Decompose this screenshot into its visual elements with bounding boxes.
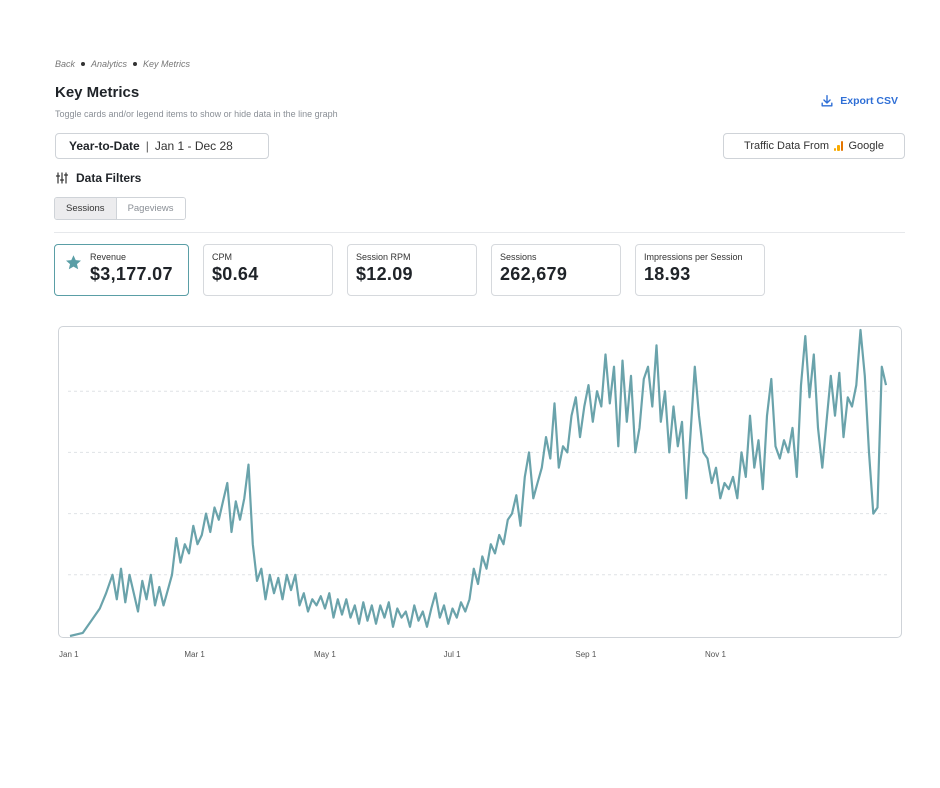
date-range-button[interactable]: Year-to-Date | Jan 1 - Dec 28 [55, 133, 269, 159]
metric-label: CPM [212, 252, 232, 262]
traffic-source-name: Google [848, 140, 884, 152]
breadcrumb-separator [133, 62, 138, 66]
breadcrumb-analytics[interactable]: Analytics [91, 59, 128, 69]
metric-card-impressions-per-session[interactable]: Impressions per Session 18.93 [635, 244, 765, 296]
date-range-separator: | [145, 139, 149, 153]
x-tick-label: Nov 1 [705, 650, 726, 659]
x-tick-label: Jan 1 [59, 650, 79, 659]
date-range-label: Year-to-Date [69, 139, 140, 153]
data-filters-label: Data Filters [76, 171, 142, 185]
filter-sessions-button[interactable]: Sessions [55, 198, 117, 219]
download-icon [821, 95, 833, 107]
metric-label: Session RPM [356, 252, 411, 262]
data-filters-heading: Data Filters [55, 171, 141, 185]
google-analytics-icon [833, 141, 844, 151]
breadcrumb-separator [81, 62, 86, 66]
star-icon [66, 255, 81, 270]
metric-card-sessions[interactable]: Sessions 262,679 [491, 244, 621, 296]
metric-label: Sessions [500, 252, 537, 262]
export-csv-button[interactable]: Export CSV [820, 94, 898, 108]
metric-filter-toggle: Sessions Pageviews [54, 197, 186, 220]
x-tick-label: May 1 [314, 650, 336, 659]
x-tick-label: Sep 1 [575, 650, 596, 659]
section-divider [54, 232, 905, 233]
x-axis-ticks: Jan 1 Mar 1 May 1 Jul 1 Sep 1 Nov 1 [59, 650, 726, 659]
metric-value: 262,679 [500, 264, 568, 284]
page-subtitle: Toggle cards and/or legend items to show… [55, 109, 338, 119]
sliders-icon [55, 172, 69, 184]
metric-card-cpm[interactable]: CPM $0.64 [203, 244, 333, 296]
metric-value: $0.64 [212, 264, 259, 284]
breadcrumb-back[interactable]: Back [55, 59, 76, 69]
x-tick-label: Mar 1 [184, 650, 205, 659]
metric-cards: Revenue $3,177.07 CPM $0.64 Session RPM … [54, 244, 765, 296]
metric-card-revenue[interactable]: Revenue $3,177.07 [54, 244, 189, 296]
x-tick-label: Jul 1 [444, 650, 461, 659]
export-csv-label: Export CSV [840, 95, 898, 107]
line-chart-frame [58, 326, 902, 638]
metric-card-session-rpm[interactable]: Session RPM $12.09 [347, 244, 477, 296]
breadcrumb-current: Key Metrics [143, 59, 191, 69]
metric-value: 18.93 [644, 264, 691, 284]
filter-pageviews-button[interactable]: Pageviews [116, 198, 185, 219]
metric-value: $12.09 [356, 264, 413, 284]
date-range-dates: Jan 1 - Dec 28 [154, 139, 233, 153]
traffic-source-prefix: Traffic Data From [744, 140, 829, 152]
traffic-source-button[interactable]: Traffic Data From Google [723, 133, 905, 159]
metric-value: $3,177.07 [90, 264, 173, 284]
metric-label: Impressions per Session [644, 252, 743, 262]
page-title: Key Metrics [55, 84, 140, 101]
metric-label: Revenue [90, 252, 127, 262]
breadcrumb: Back Analytics Key Metrics [55, 59, 190, 69]
